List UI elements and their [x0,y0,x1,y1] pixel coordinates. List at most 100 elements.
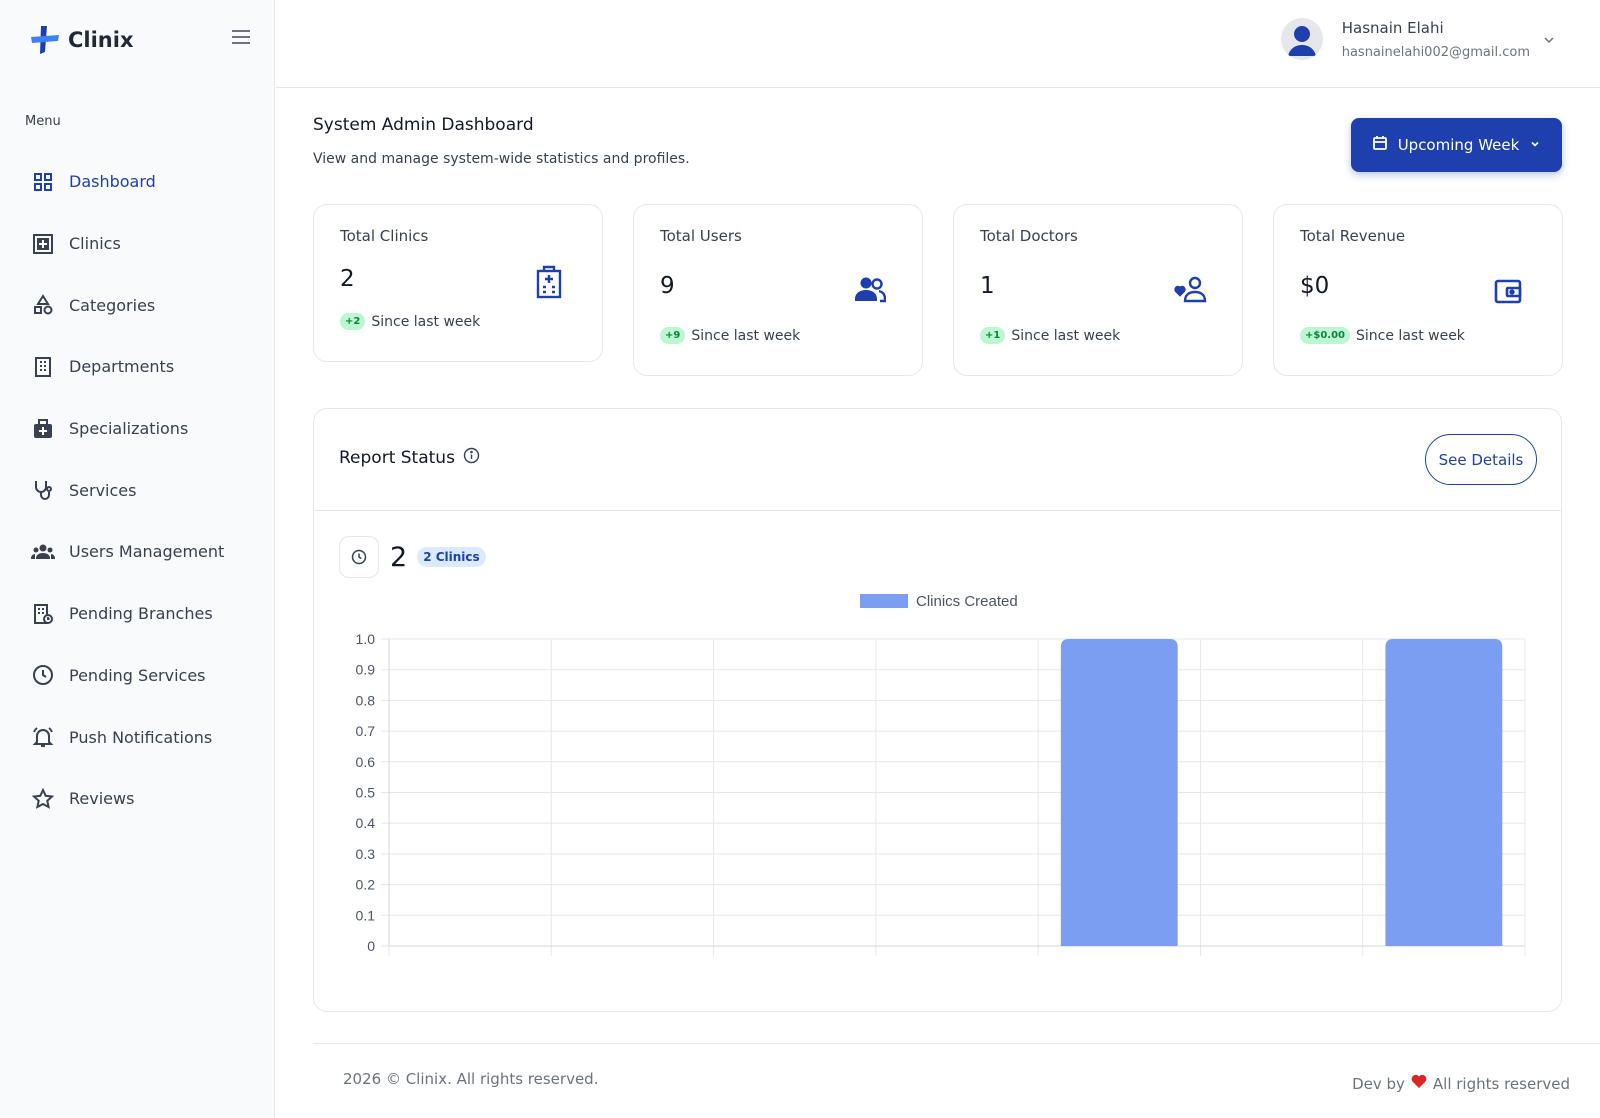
sidebar-item-dashboard[interactable]: Dashboard [0,151,275,213]
y-tick-label: 0.7 [356,723,376,739]
sidebar-item-label: Pending Branches [69,604,213,624]
sidebar-item-users-management[interactable]: Users Management [0,521,275,583]
hamburger-menu-icon[interactable] [230,26,254,50]
plus-square-icon [30,231,56,257]
building-clock-icon [30,601,56,627]
delta-badge: +$0.00 [1300,327,1351,344]
sidebar-item-label: Departments [69,357,175,377]
user-email: hasnainelahi002@gmail.com [1341,44,1530,60]
shapes-icon [30,292,56,318]
y-tick-label: 0.6 [356,754,376,770]
x-tick-label: Thu May 14 [1407,962,1481,964]
clock-icon [339,536,379,578]
sidebar-item-label: Push Notifications [69,727,213,747]
x-tick-label: Mon May 11 [919,962,995,964]
sidebar-item-label: Clinics [69,234,121,254]
stat-title: Total Users [660,227,742,245]
sidebar-item-specializations[interactable]: Specializations [0,398,275,460]
sidebar-item-push-notifications[interactable]: Push Notifications [0,706,275,768]
sidebar-nav: Dashboard Clinics Categories Departments… [0,151,275,830]
stat-card-total-doctors: Total Doctors 1 +1 Since last week [953,204,1243,376]
wallet-icon [1494,277,1526,309]
x-tick-label: Wed May 13 [1242,962,1321,964]
stat-foot-label: Since last week [1356,327,1465,344]
sidebar-item-clinics[interactable]: Clinics [0,213,275,275]
medical-bag-icon [30,416,56,442]
report-status-card: Report Status See Details 2 2 Clinics 0 0… [313,408,1562,1012]
stat-foot-label: Since last week [1011,327,1121,344]
sidebar-item-label: Dashboard [69,172,156,192]
sidebar-item-pending-branches[interactable]: Pending Branches [0,583,275,645]
stat-value: 1 [980,273,995,299]
sidebar-item-label: Pending Services [69,665,206,685]
hospital-icon [534,265,566,299]
logo[interactable]: Clinix [28,24,134,56]
bell-icon [30,724,56,750]
stat-title: Total Doctors [980,227,1078,245]
stat-card-total-clinics: Total Clinics 2 +2 Since last week [313,204,603,362]
chevron-down-icon[interactable] [1542,32,1556,46]
clinic-count-badge: 2 Clinics [417,547,486,567]
y-tick-label: 1.0 [356,631,376,647]
delta-badge: +1 [980,327,1006,344]
legend-label: Clinics Created [916,593,1018,610]
stat-value: $0 [1300,273,1330,299]
sidebar-item-categories[interactable]: Categories [0,274,275,336]
calendar-icon [1372,135,1388,155]
delta-badge: +2 [340,313,366,330]
y-tick-label: 0 [367,938,375,954]
info-icon[interactable] [463,447,480,469]
y-tick-label: 0.9 [356,662,376,678]
x-tick-label: Sat May 9 [601,962,664,964]
users-icon [30,539,56,565]
report-header: Report Status See Details [314,409,1561,511]
user-heart-icon [1174,275,1207,307]
bar [1060,639,1178,946]
delta-badge: +9 [660,327,686,344]
stat-card-total-users: Total Users 9 +9 Since last week [633,204,923,376]
sidebar-item-pending-services[interactable]: Pending Services [0,645,275,707]
x-tick-label: Sun May 10 [757,962,832,964]
stat-card-total-revenue: Total Revenue $0 +$0.00 Since last week [1273,204,1563,376]
stat-title: Total Revenue [1300,227,1406,245]
legend-swatch [860,594,908,608]
stat-foot: +2 Since last week [340,313,480,330]
stat-value: 2 [340,266,355,292]
upcoming-week-label: Upcoming Week [1397,136,1520,154]
upcoming-week-button[interactable]: Upcoming Week [1351,118,1562,172]
top-header: Hasnain Elahi hasnainelahi002@gmail.com [276,0,1600,88]
clinics-created-chart: 0 0.1 0.2 0.3 0.4 0.5 0.6 0.7 0.8 0.9 1.0 Fri May 8… [356,593,1526,964]
app-name: Clinix [68,28,134,52]
see-details-button[interactable]: See Details [1425,434,1537,485]
y-tick-label: 0.4 [356,815,376,831]
footer-credit: Dev by All rights reserved [1352,1074,1570,1093]
stat-foot-label: Since last week [691,327,801,344]
sidebar-item-label: Specializations [69,419,189,439]
sidebar-item-label: Users Management [69,542,225,562]
sidebar-item-services[interactable]: Services [0,459,275,521]
sidebar-item-reviews[interactable]: Reviews [0,768,275,830]
clinic-count-row: 2 2 Clinics [339,536,486,578]
user-menu[interactable]: Hasnain Elahi hasnainelahi002@gmail.com [1280,18,1556,60]
stat-title: Total Clinics [340,227,429,245]
y-tick-label: 0.1 [356,907,376,923]
y-tick-label: 0.2 [356,877,376,893]
star-icon [30,786,56,812]
sidebar-item-departments[interactable]: Departments [0,336,275,398]
chevron-down-icon [1529,136,1541,154]
stat-foot-label: Since last week [371,313,481,330]
stat-value: 9 [660,273,675,299]
footer-rights: All rights reserved [1432,1074,1570,1093]
y-tick-label: 0.5 [356,785,376,801]
bar [1385,639,1503,946]
footer-copyright: 2026 © Clinix. All rights reserved. [343,1070,599,1088]
avatar [1280,18,1323,60]
building-icon [30,354,56,380]
stethoscope-icon [30,477,56,503]
sidebar: Clinix Menu Dashboard Clinics Categories [0,0,275,1118]
y-tick-label: 0.8 [356,692,376,708]
menu-label: Menu [25,114,61,129]
x-tick-label: Fri May 8 [441,962,500,964]
report-title: Report Status [339,447,480,469]
sidebar-item-label: Categories [69,295,156,315]
